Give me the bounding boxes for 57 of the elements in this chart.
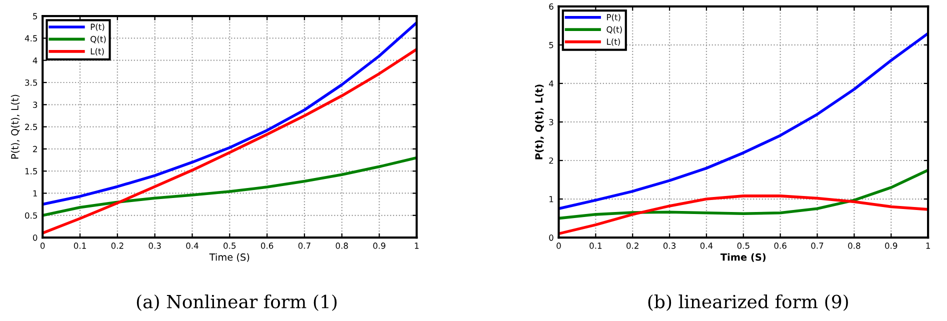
y-tick-label: 3 [33,102,38,108]
x-tick-label: 0 [556,242,561,249]
y-axis-title: P(t), Q(t), L(t) [535,84,544,160]
text: (b) linearized form (9) [648,294,848,311]
x-tick-label: 0.2 [111,242,124,249]
x-tick-label: 0.3 [148,242,161,249]
x-tick-label: 0.1 [590,242,602,249]
x-axis-title: Time (S) [720,253,766,262]
y-tick-label: 5 [33,13,38,20]
y-tick-label: 0 [33,234,38,241]
x-tick-label: 0.4 [186,242,198,249]
x-tick-label: 0.6 [260,242,274,249]
legend-label: P(t) [90,24,104,31]
y-tick-label: 1 [549,196,554,202]
legend-label: Q(t) [606,26,622,34]
x-tick-label: 0.6 [774,242,786,249]
x-tick-label: 0.4 [700,242,713,249]
y-tick-label: 3 [549,118,554,126]
x-tick-label: 0.3 [663,242,676,249]
x-tick-label: 0 [40,242,45,249]
line-series [558,194,928,236]
legend-label: Q(t) [90,36,106,44]
x-tick-label: 0.8 [848,242,860,249]
y-tick-label: 3.5 [25,79,38,86]
y-tick-label: 1 [33,190,37,196]
legend-label: P(t) [607,14,620,22]
x-tick-label: 1 [414,242,419,249]
x-axis-title: Time (S) [209,253,250,262]
y-tick-label: 4 [548,80,554,87]
y-tick-label: 4.5 [24,35,38,42]
y-tick-label: 6 [549,3,554,10]
y-axis-title: P(t), Q(t), L(t) [10,94,20,159]
x-tick-label: 0.2 [626,242,638,249]
line-series [42,48,417,234]
y-tick-label: 2 [549,157,554,164]
y-tick-label: 2.5 [25,124,38,130]
x-tick-label: 1 [926,242,930,249]
x-tick-label: 0.8 [336,242,348,249]
y-tick-label: 0 [549,234,554,241]
y-tick-label: 0.5 [25,212,38,219]
text: (a) Nonlinear form (1) [136,294,337,311]
x-tick-label: 0.9 [885,242,898,249]
x-tick-label: 0.5 [224,242,236,249]
x-tick-label: 0.9 [373,242,386,249]
y-tick-label: 1.5 [25,168,38,174]
x-tick-label: 0.7 [811,242,824,249]
x-tick-label: 0.1 [74,242,86,249]
y-tick-label: 5 [549,42,554,48]
y-tick-label: 4 [32,57,38,64]
line-series [42,156,417,217]
x-tick-label: 0.5 [737,242,750,249]
legend-label: L(t) [607,38,620,46]
x-tick-label: 0.7 [298,242,310,249]
y-tick-label: 2 [33,146,37,152]
legend-label: L(t) [90,48,104,56]
line-series [42,21,417,206]
line-series [558,168,928,220]
